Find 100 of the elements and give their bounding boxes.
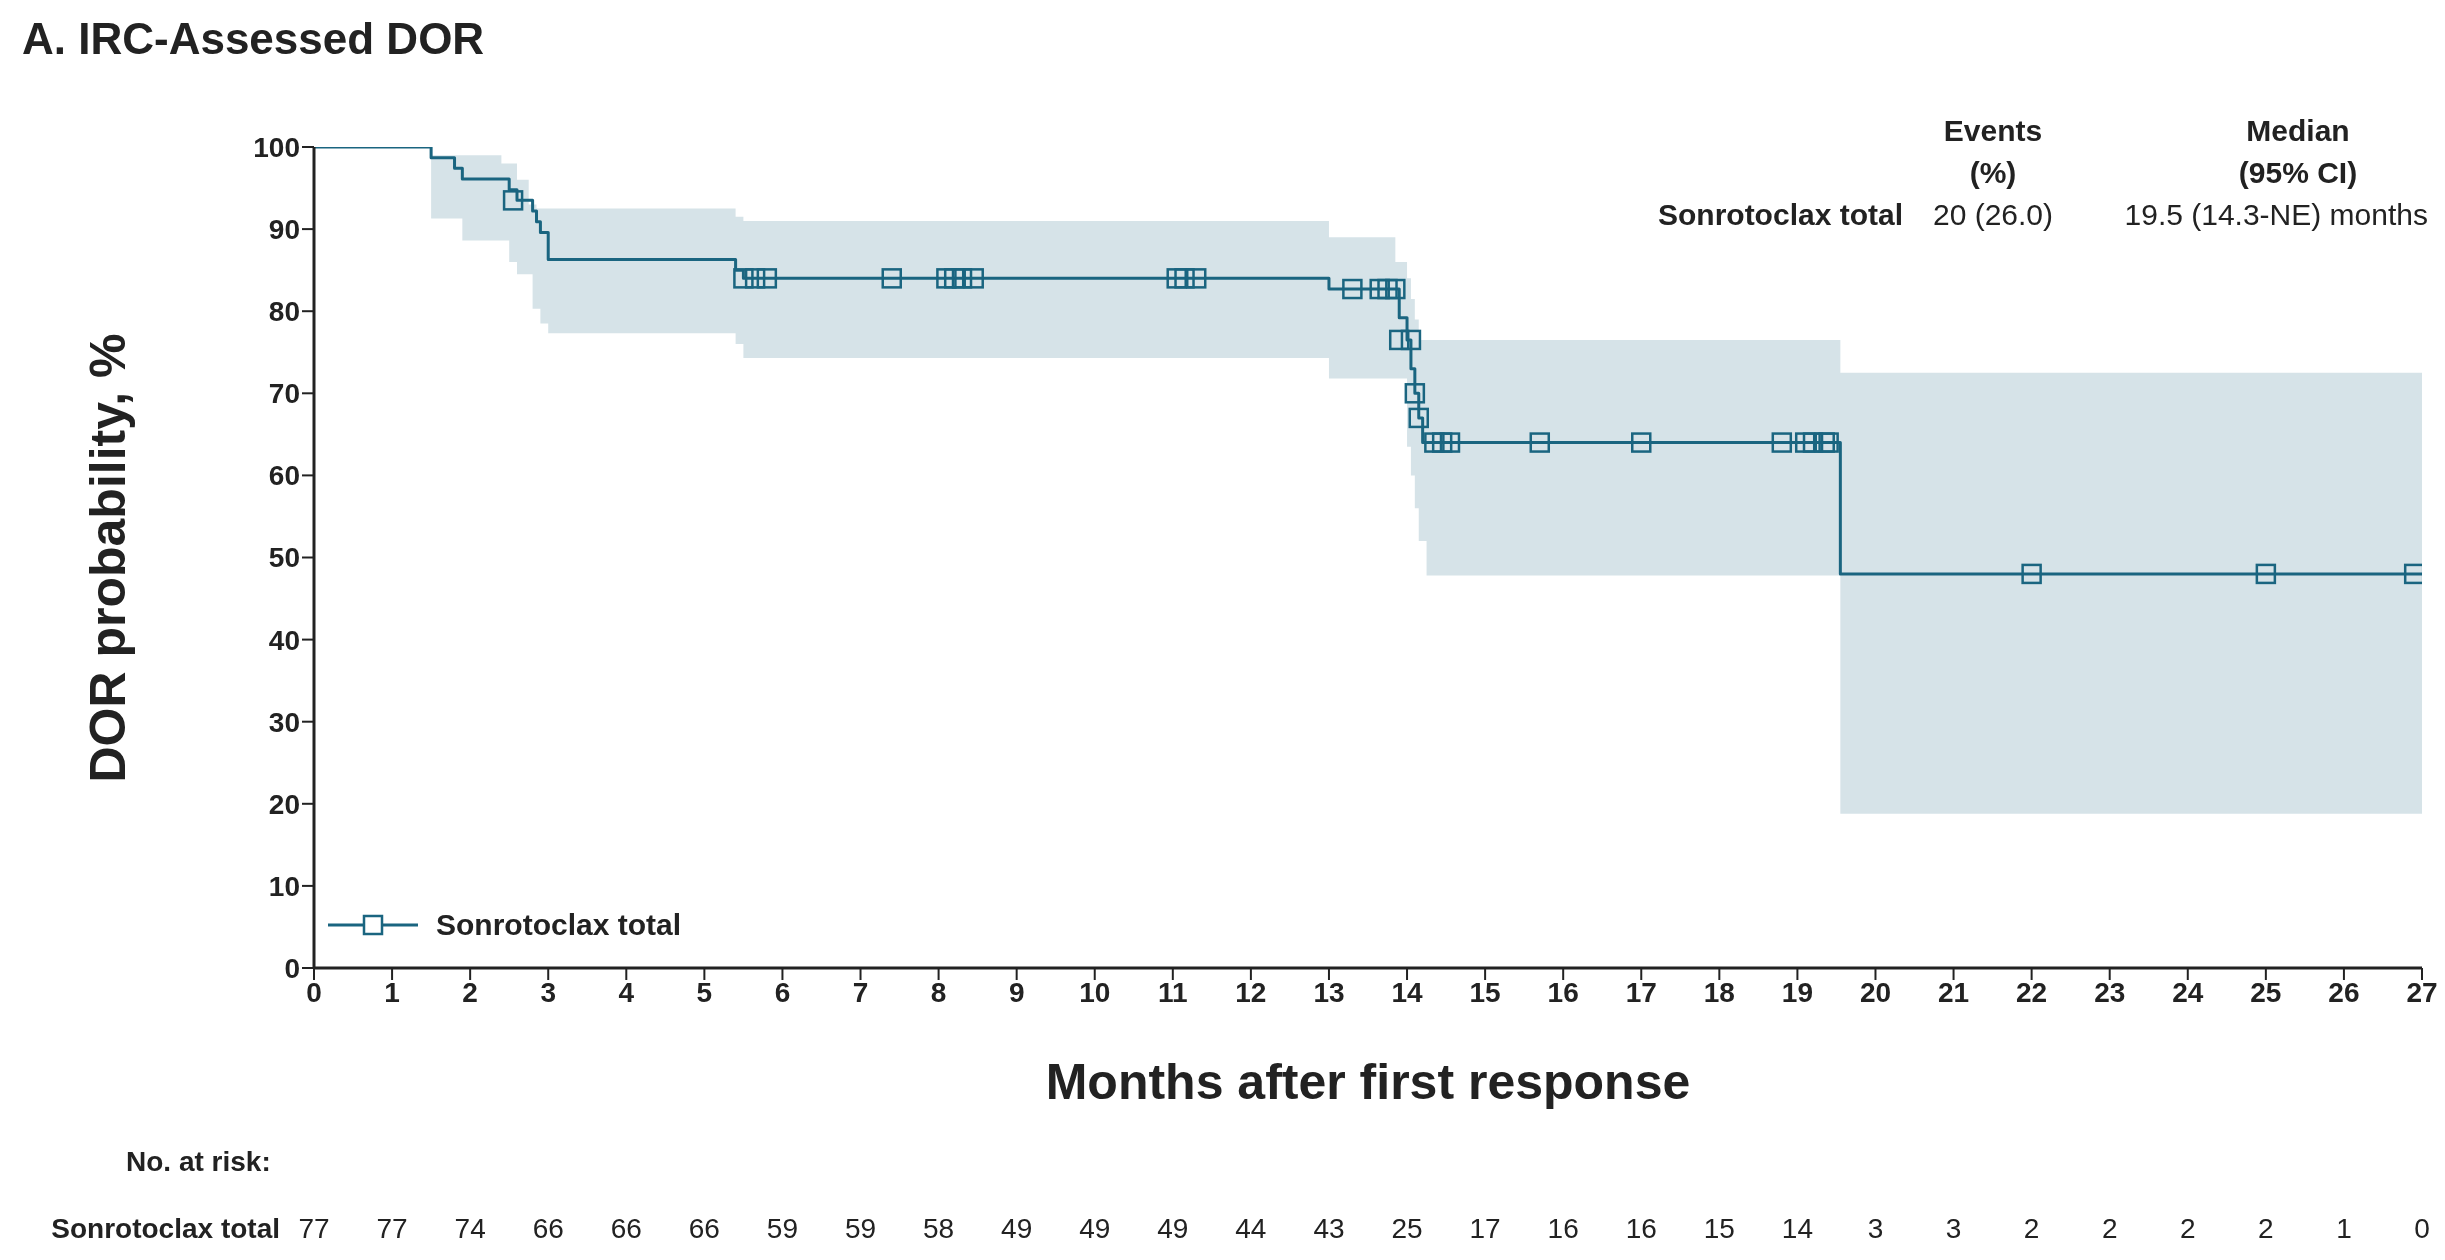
y-tick-label: 70 bbox=[268, 378, 300, 410]
text: 66 bbox=[688, 1213, 720, 1245]
text: 74 bbox=[454, 1213, 486, 1245]
text: 49 bbox=[1001, 1213, 1033, 1245]
y-tick-label: 30 bbox=[268, 706, 300, 738]
text: 2 bbox=[2023, 1213, 2040, 1245]
x-tick-label: 20 bbox=[1859, 976, 1892, 1008]
text: 15 bbox=[1703, 1213, 1735, 1245]
text: 0 bbox=[2414, 1213, 2430, 1245]
point bbox=[943, 268, 965, 289]
y-tick-label: 20 bbox=[268, 788, 300, 820]
point bbox=[756, 268, 778, 289]
y-tick-label: 0 bbox=[284, 952, 300, 984]
y-tick-label: 90 bbox=[268, 214, 300, 246]
point bbox=[1400, 329, 1422, 351]
point bbox=[1771, 432, 1793, 453]
y-tick-label: 60 bbox=[268, 460, 300, 492]
point bbox=[2403, 563, 2422, 585]
x-axis-title: Months after first response bbox=[1045, 1053, 1691, 1111]
text: 49 bbox=[1157, 1213, 1189, 1245]
x-tick-label: 19 bbox=[1781, 976, 1813, 1008]
x-tick-label: 27 bbox=[2406, 976, 2438, 1008]
point bbox=[1424, 432, 1445, 453]
x-tick-label: 5 bbox=[696, 976, 713, 1008]
text: 1 bbox=[2336, 1213, 2352, 1245]
text: 3 bbox=[1945, 1213, 1962, 1245]
point bbox=[1369, 278, 1390, 300]
x-tick-label: 14 bbox=[1391, 976, 1424, 1008]
point bbox=[1166, 268, 1187, 289]
y-tick-label: 10 bbox=[268, 870, 300, 902]
x-tick-label: 6 bbox=[774, 976, 791, 1008]
text: 77 bbox=[298, 1213, 330, 1245]
x-tick-label: 7 bbox=[852, 976, 869, 1008]
text: 2 bbox=[2258, 1213, 2274, 1245]
x-tick-label: 8 bbox=[930, 976, 947, 1008]
x-tick-label: 26 bbox=[2328, 976, 2360, 1008]
text: 77 bbox=[376, 1213, 408, 1245]
point bbox=[1342, 278, 1363, 300]
x-tick-label: 12 bbox=[1235, 976, 1267, 1008]
point bbox=[1439, 432, 1461, 453]
text: 3 bbox=[1867, 1213, 1884, 1245]
x-tick-label: 24 bbox=[2172, 976, 2204, 1008]
text: 25 bbox=[1391, 1213, 1423, 1245]
y-tick-label: 50 bbox=[268, 542, 300, 574]
text: 58 bbox=[923, 1213, 955, 1245]
text: 59 bbox=[766, 1213, 799, 1245]
x-tick-label: 16 bbox=[1547, 976, 1579, 1008]
x-tick-label: 11 bbox=[1158, 976, 1188, 1008]
point bbox=[951, 268, 973, 289]
text: 2 bbox=[2179, 1213, 2196, 1245]
point bbox=[1802, 432, 1824, 453]
text: 16 bbox=[1625, 1213, 1657, 1245]
point bbox=[881, 268, 902, 289]
text: 44 bbox=[1235, 1213, 1267, 1245]
text: 16 bbox=[1547, 1213, 1579, 1245]
x-tick-label: 15 bbox=[1469, 976, 1501, 1008]
point bbox=[2021, 563, 2042, 585]
point bbox=[1388, 329, 1410, 351]
point bbox=[1185, 268, 1207, 289]
x-tick-label: 1 bbox=[384, 976, 400, 1008]
x-tick-label: 17 bbox=[1625, 976, 1657, 1008]
point bbox=[744, 268, 766, 289]
point bbox=[1794, 432, 1816, 453]
annotation: Median (95% CI) bbox=[2237, 113, 2359, 191]
text: 17 bbox=[1469, 1213, 1501, 1245]
x-tick-label: 25 bbox=[2250, 976, 2282, 1008]
point bbox=[1631, 432, 1652, 453]
point bbox=[936, 268, 957, 289]
x-tick-label: 18 bbox=[1703, 976, 1735, 1008]
point bbox=[1431, 432, 1453, 453]
x-tick-label: 3 bbox=[540, 976, 557, 1008]
text: 66 bbox=[610, 1213, 642, 1245]
point bbox=[963, 268, 984, 289]
x-tick-label: 10 bbox=[1079, 976, 1111, 1008]
x-tick-label: 23 bbox=[2094, 976, 2126, 1008]
text: 43 bbox=[1313, 1213, 1345, 1245]
text: 59 bbox=[844, 1213, 877, 1245]
y-tick-label: 100 bbox=[253, 131, 300, 163]
x-tick-label: 9 bbox=[1008, 976, 1025, 1008]
text: No. at risk: bbox=[126, 1146, 271, 1178]
x-tick-label: 2 bbox=[462, 976, 478, 1008]
point bbox=[502, 190, 524, 211]
text: 2 bbox=[2101, 1213, 2118, 1245]
x-tick-label: 0 bbox=[306, 976, 322, 1008]
chart-title: A. IRC-Assessed DOR bbox=[22, 14, 485, 64]
point bbox=[1529, 432, 1551, 453]
y-tick-label: 40 bbox=[268, 624, 300, 656]
x-tick-label: 22 bbox=[2016, 976, 2048, 1008]
point bbox=[2255, 563, 2277, 585]
annotation: Events (%) bbox=[1942, 113, 2044, 191]
y-tick-label: 80 bbox=[268, 296, 300, 328]
annotation: 19.5 (14.3-NE) months bbox=[2123, 198, 2428, 232]
point bbox=[1385, 278, 1406, 300]
y-axis-title: DOR probability, % bbox=[79, 332, 137, 783]
annotation: 20 (26.0) bbox=[1931, 198, 2055, 232]
x-tick-label: 13 bbox=[1313, 976, 1345, 1008]
text: 14 bbox=[1781, 1213, 1813, 1245]
text: Sonrotoclax total bbox=[50, 1213, 280, 1245]
annotation: Sonrotoclax total bbox=[1656, 198, 1903, 232]
point bbox=[1404, 383, 1426, 404]
